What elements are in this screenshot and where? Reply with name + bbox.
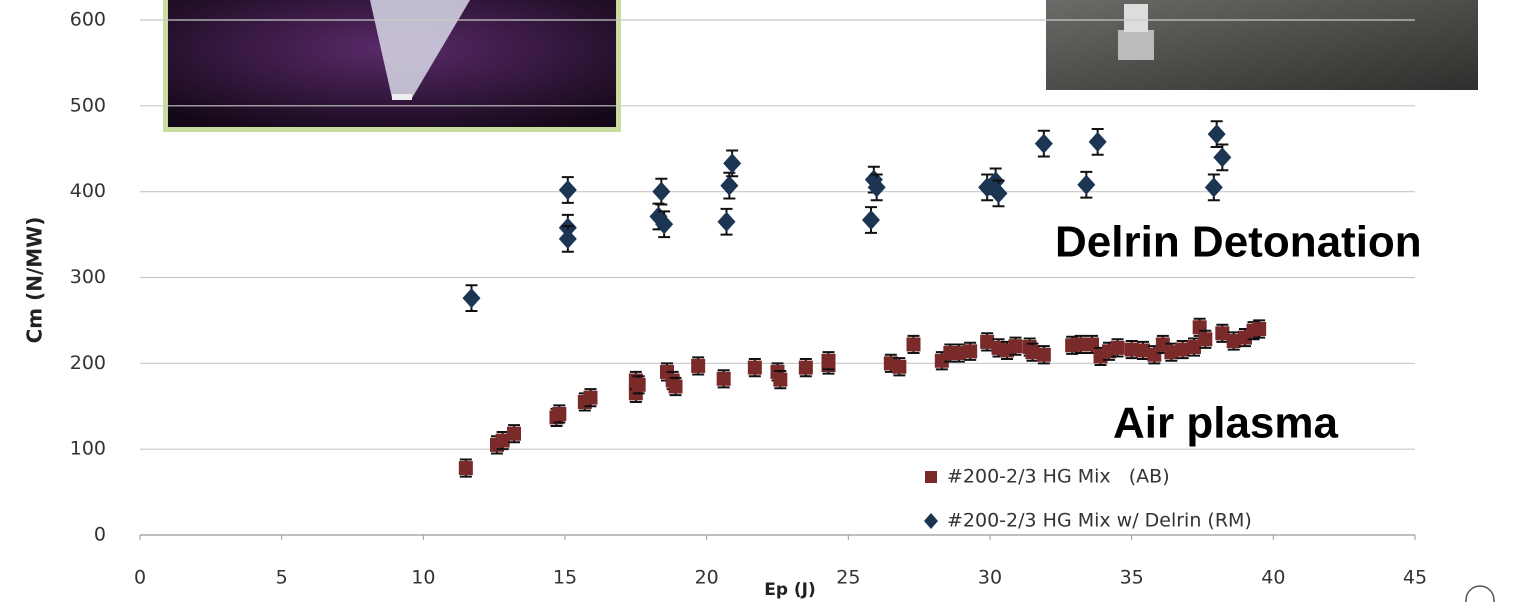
annotation: Air plasma: [1113, 399, 1339, 448]
legend-label: #200-2/3 HG Mix w/ Delrin (RM): [947, 510, 1252, 532]
data-point: [1073, 337, 1088, 352]
data-point: [906, 337, 921, 352]
data-point: [867, 177, 886, 198]
data-point: [1252, 322, 1267, 336]
legend-marker: [925, 471, 937, 483]
x-tick-label: 30: [978, 567, 1002, 589]
x-tick-label: 5: [276, 567, 288, 589]
setup-mount: [1124, 4, 1148, 32]
cursor-circle: [1465, 585, 1495, 602]
data-point: [892, 359, 907, 374]
x-tick-label: 45: [1403, 567, 1427, 589]
data-point: [1175, 342, 1190, 357]
data-point: [1110, 340, 1125, 355]
data-point: [458, 461, 473, 476]
legend-label: #200-2/3 HG Mix (AB): [947, 466, 1170, 488]
data-point: [821, 353, 836, 368]
y-tick-label: 500: [70, 94, 106, 116]
x-tick-label: 15: [553, 567, 577, 589]
data-point: [583, 390, 598, 405]
data-point: [507, 426, 521, 441]
y-tick-label: 100: [70, 438, 106, 460]
x-tick-label: 40: [1261, 567, 1285, 589]
data-point: [558, 179, 577, 200]
data-point: [747, 360, 762, 375]
data-point: [980, 334, 995, 349]
y-tick-label: 600: [70, 9, 106, 31]
data-point: [723, 153, 742, 174]
data-point: [1187, 340, 1201, 355]
data-point: [652, 181, 671, 202]
plasma-cone: [370, 0, 470, 98]
y-axis-label: Cm (N/MW): [23, 217, 47, 344]
data-point: [1025, 345, 1040, 360]
x-tick-label: 10: [411, 567, 435, 589]
nozzle: [392, 94, 412, 100]
setup-photo: [1046, 0, 1478, 90]
data-point: [1077, 174, 1096, 195]
data-point: [631, 377, 646, 392]
data-point: [1215, 326, 1230, 341]
data-point: [1124, 342, 1139, 357]
data-point: [1204, 177, 1223, 198]
data-point: [1036, 347, 1051, 362]
data-point: [1207, 124, 1226, 145]
data-point: [1226, 334, 1241, 349]
data-point: [773, 372, 788, 387]
x-tick-label: 25: [836, 567, 860, 589]
y-tick-label: 300: [70, 266, 106, 288]
annotation: Delrin Detonation: [1055, 218, 1422, 267]
legend-marker: [924, 513, 938, 529]
data-point: [655, 214, 674, 235]
data-point: [1213, 147, 1232, 168]
y-tick-label: 0: [94, 524, 106, 546]
data-point: [862, 209, 880, 230]
data-point: [951, 346, 966, 361]
data-point: [462, 288, 481, 309]
data-point: [1164, 345, 1179, 360]
data-point: [558, 228, 577, 249]
data-point: [720, 175, 739, 196]
y-tick-label: 200: [70, 352, 106, 374]
x-tick-label: 20: [695, 567, 719, 589]
data-point: [495, 433, 510, 448]
data-point: [691, 358, 706, 373]
data-point: [1198, 332, 1213, 347]
x-tick-label: 0: [134, 567, 146, 589]
setup-block: [1118, 30, 1154, 60]
data-point: [716, 371, 731, 386]
data-point: [668, 379, 683, 394]
data-point: [1008, 339, 1023, 354]
x-axis-label: Ep (J): [764, 580, 816, 600]
data-point: [1034, 133, 1053, 154]
data-point: [717, 211, 736, 232]
data-point: [552, 406, 567, 421]
x-tick-label: 35: [1120, 567, 1144, 589]
y-tick-label: 400: [70, 180, 106, 202]
data-point: [989, 183, 1008, 204]
data-point: [963, 344, 978, 359]
data-point: [1085, 337, 1099, 352]
data-point: [798, 360, 813, 375]
data-point: [1136, 343, 1150, 358]
data-point: [1088, 131, 1107, 152]
